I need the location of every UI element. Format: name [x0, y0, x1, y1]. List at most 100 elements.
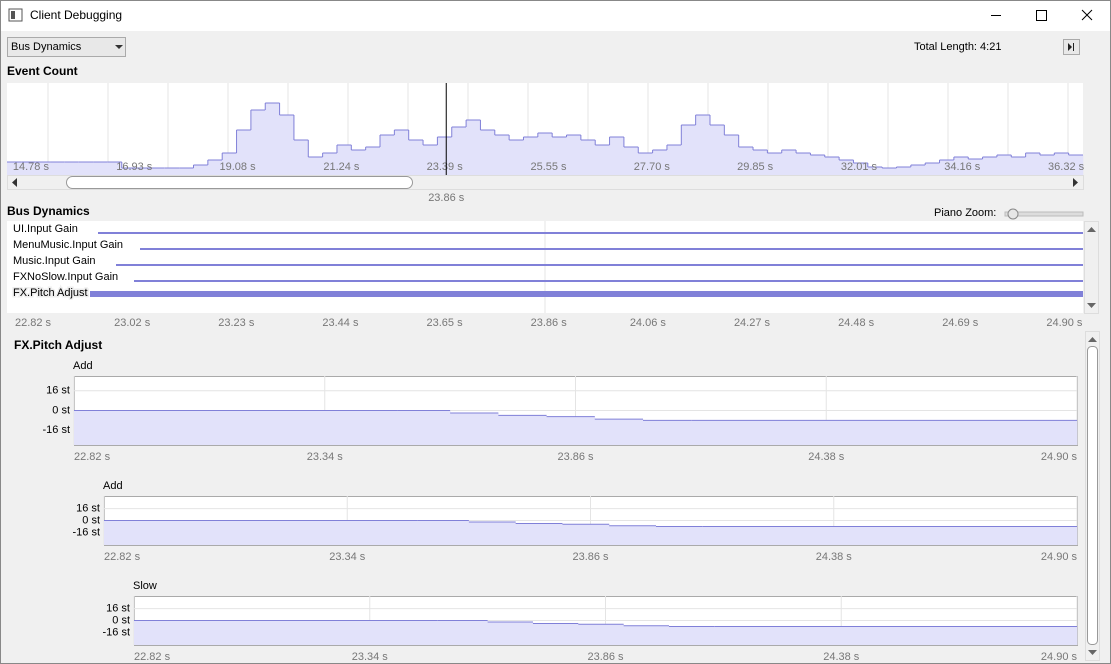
- detail-scroll-thumb[interactable]: [1087, 346, 1098, 645]
- x-tick-label: 34.16 s: [944, 161, 981, 173]
- event-count-step: [609, 137, 625, 175]
- track-label: Music.Input Gain: [13, 255, 96, 267]
- event-count-step: [652, 150, 668, 175]
- pitch-step: [668, 626, 715, 645]
- y-tick-label: 0 st: [82, 514, 100, 526]
- pitch-step: [691, 420, 1078, 445]
- event-count-step: [93, 162, 108, 175]
- track-label: MenuMusic.Input Gain: [13, 239, 123, 251]
- event-count-step: [925, 163, 940, 175]
- event-count-step: [580, 140, 596, 175]
- pitch-step: [468, 521, 516, 545]
- event-count-step: [451, 127, 467, 175]
- event-count-step: [882, 168, 897, 175]
- x-tick-label: 24.90 s: [1041, 651, 1078, 663]
- section-title: Event Count: [7, 64, 78, 78]
- event-count-step: [1025, 153, 1041, 175]
- event-count-step: [293, 140, 309, 175]
- event-count-step: [681, 125, 696, 175]
- event-count-step: [35, 162, 51, 175]
- event-count-step: [322, 153, 338, 175]
- event-count-step: [380, 135, 395, 175]
- zoom-slider-thumb[interactable]: [1007, 208, 1019, 220]
- event-count-step: [78, 162, 94, 175]
- event-count-step: [753, 150, 768, 175]
- event-count-step: [164, 168, 180, 175]
- event-count-step: [207, 160, 223, 175]
- event-count-step: [695, 115, 711, 175]
- x-tick-label: 23.02 s: [114, 317, 151, 329]
- track-bar: [90, 291, 1083, 297]
- section-title: FX.Pitch Adjust: [14, 338, 102, 352]
- event-count-step: [351, 150, 366, 175]
- scroll-thumb[interactable]: [66, 176, 413, 189]
- pitch-step: [594, 419, 644, 445]
- track-label: UI.Input Gain: [13, 223, 78, 235]
- event-count-step: [250, 110, 266, 175]
- event-count-step: [767, 153, 783, 175]
- x-tick-label: 23.23 s: [218, 317, 255, 329]
- scroll-right[interactable]: [1073, 178, 1078, 187]
- y-tick-label: 16 st: [106, 603, 130, 615]
- event-count-step: [150, 168, 166, 175]
- pitch-step: [546, 416, 596, 445]
- event-count-step: [265, 103, 280, 175]
- event-count-step: [50, 162, 65, 175]
- event-count-step: [494, 135, 510, 175]
- x-tick-label: 24.06 s: [630, 317, 667, 329]
- v-scrollbar[interactable]: [1084, 221, 1099, 314]
- event-count-step: [523, 137, 539, 175]
- maximize-button[interactable]: [1036, 10, 1047, 21]
- x-tick-label: 27.70 s: [634, 161, 671, 173]
- close-button[interactable]: [1081, 9, 1093, 21]
- event-count-step: [408, 140, 424, 175]
- event-count-step: [365, 147, 381, 175]
- event-count-step: [7, 162, 22, 175]
- pitch-step: [702, 526, 1078, 545]
- x-tick-label: 24.90 s: [1041, 551, 1078, 563]
- pitch-step: [714, 626, 1078, 645]
- piano-zoom-label: Piano Zoom:: [934, 207, 996, 219]
- x-tick-label: 22.82 s: [15, 317, 52, 329]
- event-count-step: [308, 157, 323, 175]
- dropdown[interactable]: [7, 37, 126, 57]
- event-count-step: [666, 145, 682, 175]
- event-count-step: [222, 153, 237, 175]
- title-bar: [0, 0, 1111, 31]
- y-tick-label: -16 st: [72, 526, 100, 538]
- event-count-step: [953, 157, 969, 175]
- x-tick-label: 24.38 s: [823, 651, 860, 663]
- y-tick-label: -16 st: [102, 626, 130, 638]
- event-count-step: [193, 165, 209, 175]
- event-count-step: [1054, 153, 1069, 175]
- event-count-step: [336, 145, 352, 175]
- x-tick-label: 24.48 s: [838, 317, 875, 329]
- zoom-slider[interactable]: [1004, 211, 1084, 217]
- dropdown-text: Bus Dynamics: [11, 41, 82, 53]
- event-count-step: [1011, 157, 1026, 175]
- pitch-step: [417, 520, 470, 545]
- event-count-step: [810, 155, 826, 175]
- x-tick-label: 22.82 s: [134, 651, 171, 663]
- event-count-step: [709, 125, 725, 175]
- x-tick-label: 29.85 s: [737, 161, 774, 173]
- event-count-step: [867, 167, 883, 175]
- x-tick-label: 19.08 s: [220, 161, 257, 173]
- event-count-step: [437, 137, 453, 175]
- event-count-step: [480, 130, 496, 175]
- window-title: Client Debugging: [30, 8, 122, 22]
- pitch-step: [655, 526, 704, 545]
- pitch-step: [397, 410, 451, 445]
- x-tick-label: 16.93 s: [116, 161, 153, 173]
- x-tick-label: 23.34 s: [329, 551, 366, 563]
- event-count-step: [552, 137, 567, 175]
- y-tick-label: 0 st: [112, 614, 130, 626]
- event-count-step: [566, 135, 582, 175]
- scroll-left[interactable]: [12, 178, 17, 187]
- x-tick-label: 23.86 s: [531, 317, 568, 329]
- y-tick-label: 0 st: [52, 404, 70, 416]
- y-tick-label: 16 st: [76, 503, 100, 515]
- pitch-step: [498, 415, 547, 445]
- event-count-step: [781, 150, 797, 175]
